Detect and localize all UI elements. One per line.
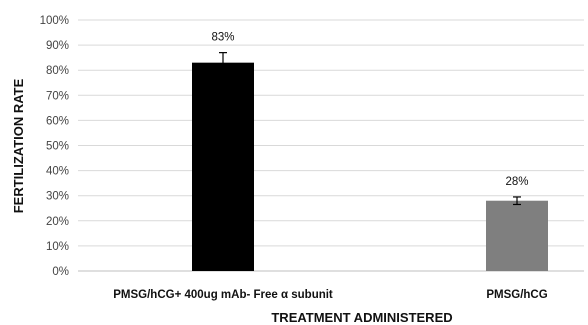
x-category-label: PMSG/hCG	[486, 289, 547, 301]
data-label: 28%	[505, 176, 528, 188]
y-tick-label: 70%	[46, 90, 69, 102]
y-tick-label: 60%	[46, 115, 69, 127]
y-tick-label: 10%	[46, 241, 69, 253]
y-tick-label: 90%	[46, 40, 69, 52]
x-axis-title: TREATMENT ADMINISTERED	[271, 310, 452, 325]
y-axis-tick-labels: 0% 10% 20% 30% 40% 50% 60% 70% 80% 90% 100%	[40, 15, 69, 278]
error-bar	[513, 196, 521, 206]
data-label: 83%	[211, 32, 234, 44]
y-tick-label: 80%	[46, 65, 69, 77]
bar	[486, 200, 548, 271]
y-tick-label: 30%	[46, 191, 69, 203]
error-bars	[219, 52, 521, 206]
bar	[192, 62, 254, 271]
y-tick-label: 0%	[52, 266, 69, 278]
data-labels: 83% 28%	[211, 32, 528, 188]
y-tick-label: 40%	[46, 166, 69, 178]
y-tick-label: 20%	[46, 216, 69, 228]
error-bar	[219, 52, 227, 74]
y-tick-label: 100%	[40, 15, 69, 27]
y-axis-title: FERTILIZATION RATE	[11, 78, 26, 213]
gridlines	[78, 19, 584, 272]
x-category-label: PMSG/hCG+ 400ug mAb- Free α subunit	[113, 289, 333, 301]
x-axis-category-labels: PMSG/hCG+ 400ug mAb- Free α subunit PMSG/…	[113, 289, 547, 301]
y-tick-label: 50%	[46, 141, 69, 153]
bars	[192, 62, 548, 271]
